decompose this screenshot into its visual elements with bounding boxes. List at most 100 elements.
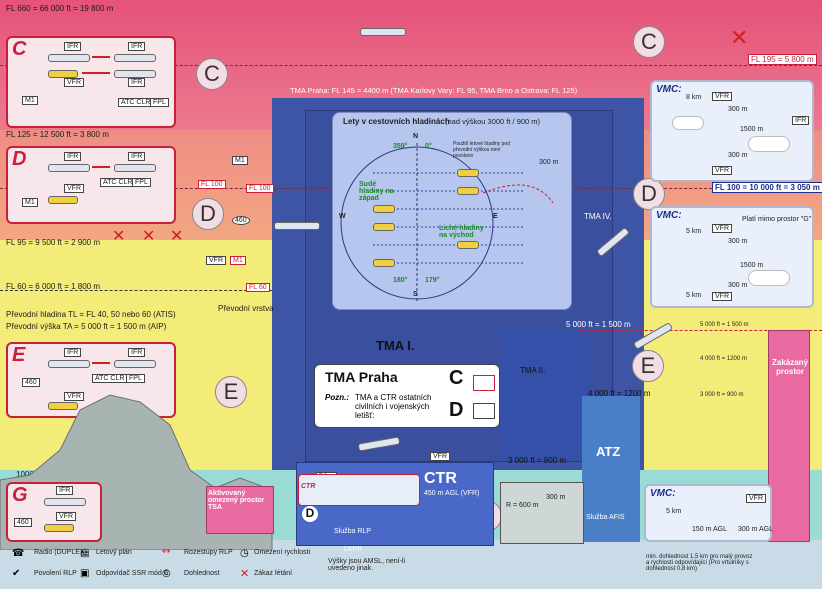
ifr-tag: IFR: [792, 116, 810, 125]
west-label: W: [339, 213, 346, 220]
light-aircraft-icon: [44, 524, 74, 532]
transition-level-label: Převodní hladina TL = FL 40, 50 nebo 60 …: [6, 310, 176, 319]
legend-foot-note: min. dohlednost 1,5 km pro malý provoz a…: [646, 554, 753, 572]
cruise-subtitle: (nad výškou 3000 ft / 900 m): [445, 117, 541, 126]
light-aircraft-icon: [457, 169, 479, 177]
ctr-alt-label: 450 m AGL (VFR): [424, 490, 480, 497]
tma-header: TMA Praha: FL 145 = 4400 m (TMA Karlovy …: [290, 86, 578, 95]
forbidden-icon: ✕: [112, 226, 126, 245]
r600-label: R = 600 m: [506, 502, 539, 509]
m300-label: 300 m: [546, 494, 566, 501]
ifr-tag: IFR: [128, 348, 146, 357]
vfr-tag: VFR: [64, 184, 84, 193]
cruise-levels-panel: Lety v cestovních hladinách (nad výškou …: [332, 112, 572, 310]
fl195-label: FL 195 = 5 800 m: [748, 54, 817, 65]
legend-speed: Omezení rychlosti: [254, 549, 311, 556]
tsa-label: Aktivovaný omezený prostor TSA: [208, 490, 265, 511]
outside-g-note: Platí mimo prostor "G": [742, 216, 812, 223]
airliner-icon: [44, 498, 86, 506]
lkpr-label: LKPR: [344, 546, 363, 553]
east-label: E: [493, 213, 498, 220]
ctr-label-inner: CTR: [301, 483, 316, 490]
vfr-tag: VFR: [712, 224, 732, 233]
e-alt-marker: 4 000 ft = 1200 m: [700, 356, 747, 362]
agl300-label: 300 m AGL: [738, 526, 774, 533]
class-c-circle-right: C: [633, 26, 665, 58]
ifr-tag: IFR: [64, 348, 82, 357]
atz-label: ATZ: [596, 444, 621, 459]
class-c-box: C IFR IFR VFR IFR ATC CLR FPL M1: [6, 36, 176, 128]
vfr-tag: VFR: [746, 494, 766, 503]
light-aircraft-icon: [457, 241, 479, 249]
class-d-circle-left: D: [192, 198, 224, 230]
tma-legend-note-label: Pozn.:: [325, 393, 349, 402]
fl100-label: FL 100 = 10 000 ft = 3 050 m: [712, 182, 822, 193]
class-g-box: G IFR VFR 460: [6, 482, 102, 542]
km8-label: 8 km: [686, 94, 702, 101]
fl660-label: FL 660 = 66 000 ft = 19 800 m: [6, 4, 114, 13]
separation-arrow-icon: [92, 362, 110, 364]
legend-vmc-note: Výšky jsou AMSL, není-li uvedeno jinak.: [328, 558, 406, 572]
heading-0: 0°: [425, 143, 432, 150]
ifr-tag: IFR: [64, 152, 82, 161]
m300-label: 300 m: [728, 152, 748, 159]
fl60-tag: FL 60: [246, 283, 270, 292]
south-label: S: [413, 291, 418, 298]
vfr-tag: VFR: [206, 256, 226, 265]
vfr-tag: VFR: [64, 392, 84, 401]
even-west-label: Sudé hladiny na západ: [359, 181, 394, 202]
m1500-label: 1500 m: [740, 262, 764, 269]
light-aircraft-icon: [48, 196, 78, 204]
airliner-icon: [114, 54, 156, 62]
class-d-ctr-letter: D: [302, 506, 318, 522]
vmc-g-box: VMC: 5 km 150 m AGL 300 m AGL VFR: [644, 484, 774, 542]
legend-radio: Radio (DUPLEX): [34, 549, 87, 556]
cloud-icon: [672, 116, 704, 130]
tma-legend-note: TMA a CTR ostatních civilních i vojenský…: [355, 393, 432, 420]
light-aircraft-icon: [373, 223, 395, 231]
ifr-tag: IFR: [64, 42, 82, 51]
vfr-tag: VFR: [712, 292, 732, 301]
tma-legend-title: TMA Praha: [325, 369, 398, 385]
ft3000-label: 3 000 ft = 900 m: [508, 456, 567, 465]
vmc-upper-title: VMC:: [656, 84, 682, 95]
ft5000-line: [580, 330, 822, 331]
fpl-tag: FPL: [150, 98, 169, 107]
fl60-label: FL 60 = 6 000 ft = 1 800 m: [6, 282, 100, 291]
separation-icon: ↔: [162, 546, 171, 557]
airliner-icon: [48, 360, 90, 368]
vmc-lower-title: VMC:: [656, 210, 682, 221]
ifr-tag: IFR: [128, 42, 146, 51]
light-aircraft-icon: [373, 205, 395, 213]
clearance-icon: ✔: [12, 568, 21, 579]
fl195-line: [0, 65, 822, 66]
legend-forbidden: Zákaz létání: [254, 570, 293, 577]
m1500-label: 1500 m: [740, 126, 764, 133]
ssr-swatch: [473, 375, 495, 391]
light-aircraft-icon: [457, 187, 479, 195]
fl95-label: FL 95 = 9 500 ft = 2 900 m: [6, 238, 100, 247]
airliner-icon: [114, 164, 156, 172]
ssr-tag: M1: [230, 256, 246, 265]
separation-arrow-icon: [92, 56, 110, 58]
m300-label: 300 m: [728, 238, 748, 245]
m1-tag: M1: [22, 96, 38, 105]
m300-label: 300 m: [728, 282, 748, 289]
airliner-icon: [114, 70, 156, 78]
forbidden-zone-label: Zakázaný prostor: [771, 358, 809, 376]
atc-clr-tag: ATC CLR: [118, 98, 154, 107]
airliner-icon: [48, 54, 90, 62]
light-aircraft-icon: [373, 259, 395, 267]
radio-icon: ☎: [12, 548, 25, 559]
cloud-icon: [748, 136, 790, 152]
north-label: N: [413, 133, 419, 140]
separation-arrow-icon: [92, 166, 110, 168]
surveillance-icon: ◎: [162, 568, 171, 579]
ctr-service-label: Služba RLP: [334, 528, 371, 535]
airliner-icon: [114, 360, 156, 368]
vmc-upper-box: VMC: 8 km 1500 m 300 m 300 m VFR IFR VFR: [650, 80, 814, 182]
heading-179: 179°: [425, 277, 440, 284]
legend-separation: Rozestupy RLP: [184, 549, 233, 556]
airfield-block: [500, 482, 584, 544]
